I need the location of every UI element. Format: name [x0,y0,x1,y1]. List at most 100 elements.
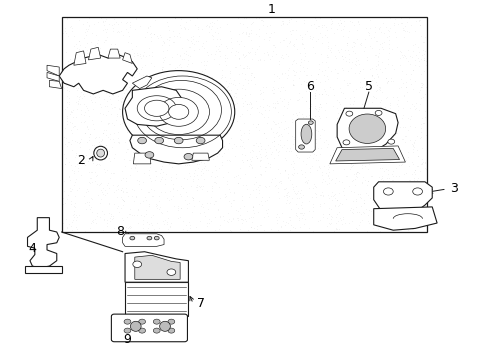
Point [316,192,324,198]
Point [85,134,93,140]
Point [244,127,252,133]
Point [375,189,383,194]
Point [164,125,172,130]
Point [383,125,390,131]
Point [258,111,266,117]
Point [329,192,337,198]
Point [248,207,256,213]
Point [214,46,222,52]
Point [180,136,188,141]
Point [138,126,146,131]
Point [252,46,260,52]
Point [203,150,211,156]
Point [296,167,304,173]
Point [212,167,220,173]
Point [216,48,224,54]
Point [137,212,145,218]
Point [134,152,142,157]
Point [374,141,382,147]
Point [141,62,148,68]
Point [326,177,334,183]
Point [226,203,234,209]
Point [341,144,348,149]
Point [216,41,224,46]
Point [239,51,247,57]
Point [121,110,129,116]
Point [401,85,409,90]
Point [385,37,392,42]
Point [360,48,367,54]
Point [277,180,285,185]
Point [61,25,69,31]
Point [269,86,277,91]
Point [122,224,130,230]
Point [79,80,87,85]
Point [157,166,164,172]
Point [122,129,130,135]
Point [233,15,241,21]
Ellipse shape [94,146,107,160]
Point [414,49,422,55]
Point [349,113,357,118]
Point [279,103,287,109]
Point [348,40,356,45]
Point [232,64,240,70]
Point [115,105,122,111]
Point [407,71,414,77]
Point [187,209,195,215]
Point [248,104,256,110]
Point [275,179,283,184]
Point [310,136,318,142]
Point [172,71,180,77]
Point [338,33,346,39]
Point [314,128,322,134]
Point [256,110,264,116]
Point [344,68,351,74]
Point [125,157,133,163]
Point [289,184,297,189]
Point [292,184,300,189]
Point [161,55,169,60]
Point [416,33,424,39]
Point [63,118,71,124]
Point [180,24,188,30]
Point [301,121,309,126]
Point [249,204,257,210]
Point [95,182,103,188]
Point [118,215,126,221]
Point [290,72,298,78]
Point [233,217,241,222]
Point [188,120,196,125]
Point [163,195,170,201]
Point [73,94,81,99]
Point [286,177,294,183]
Point [327,213,335,219]
Point [375,85,383,90]
Circle shape [154,236,159,240]
Point [295,125,303,130]
Point [412,223,420,229]
Point [217,105,224,111]
Point [137,186,145,192]
Point [117,28,124,34]
Point [348,162,356,168]
Point [189,47,197,53]
Point [88,64,96,70]
Point [62,216,70,222]
Point [373,82,381,88]
Point [417,57,425,62]
Point [237,70,245,76]
Point [95,161,102,167]
Point [377,198,385,203]
Point [386,181,393,187]
Point [108,144,116,150]
Point [260,57,267,63]
Point [73,214,81,220]
Point [407,141,415,147]
Point [347,179,355,184]
Point [115,50,123,56]
Point [322,114,329,120]
Point [326,206,334,212]
Point [165,121,173,127]
Point [150,32,158,37]
